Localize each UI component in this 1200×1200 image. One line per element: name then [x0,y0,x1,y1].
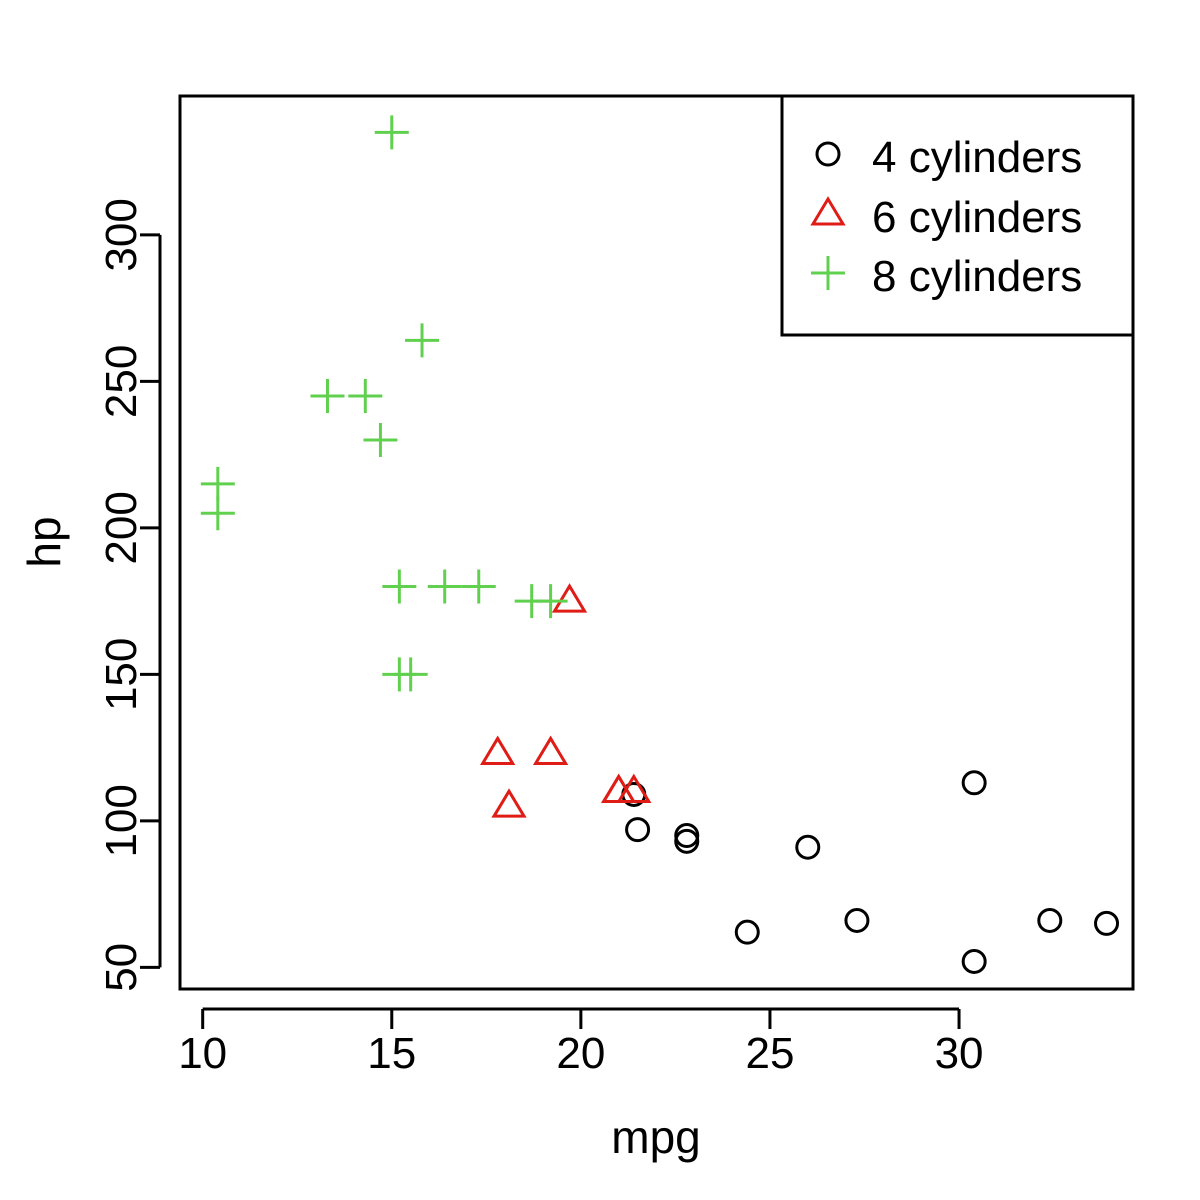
x-tick-label: 25 [745,1029,794,1078]
legend-marker-plus [811,256,845,290]
legend-marker-circle [815,141,841,167]
data-point-circle [961,770,987,796]
data-point-plus [200,466,235,501]
series-points [200,115,568,692]
legend-label: 4 cylinders [872,133,1082,182]
data-point-plus [382,657,417,692]
data-point-triangle [601,773,637,804]
y-axis-title: hp [18,516,70,567]
y-tick-label: 200 [97,491,146,564]
data-point-plus [363,422,398,457]
data-point-triangle [491,788,527,818]
data-point-plus [405,323,440,358]
data-point-plus [310,379,345,414]
x-tick-label: 30 [935,1029,984,1078]
legend: 4 cylinders 6 cylinders 8 cylinders [780,94,1135,337]
data-point-triangle [551,583,588,613]
data-point-plus [533,584,568,619]
plot-area-frame [178,94,1135,991]
y-axis: 50 100 150 200 250 300 [97,198,162,992]
data-point-circle [844,907,870,933]
x-axis-title: mpg [611,1111,700,1163]
data-point-triangle [532,735,569,765]
legend-box [780,94,1135,337]
y-tick-label: 150 [97,638,146,711]
series-points [621,770,1120,974]
x-tick-label: 15 [367,1029,416,1078]
data-point-triangle [480,735,516,765]
data-point-plus [382,569,417,604]
x-tick-label: 10 [178,1029,227,1078]
data-point-circle [674,822,700,848]
legend-label: 6 cylinders [872,193,1082,242]
y-tick-label: 50 [97,943,146,992]
data-point-circle [961,948,987,974]
data-point-circle [734,919,760,945]
data-point-plus [348,379,383,414]
data-point-triangle [616,773,652,804]
data-point-plus [461,569,496,604]
data-point-plus [427,569,462,604]
data-points [200,115,1120,974]
series-points [480,583,652,818]
legend-marker-triangle [810,196,846,226]
y-tick-label: 250 [97,345,146,418]
x-axis: 10 15 20 25 30 [178,1007,984,1078]
data-point-plus [374,115,409,150]
y-tick-label: 300 [97,198,146,271]
legend-label: 8 cylinders [872,252,1082,301]
x-tick-label: 20 [556,1029,605,1078]
data-point-plus [200,496,235,531]
data-point-circle [1094,910,1120,936]
data-point-circle [1037,907,1063,933]
data-point-triangle [601,773,637,804]
data-point-circle [625,817,651,843]
data-point-circle [795,834,821,860]
y-tick-label: 100 [97,784,146,857]
